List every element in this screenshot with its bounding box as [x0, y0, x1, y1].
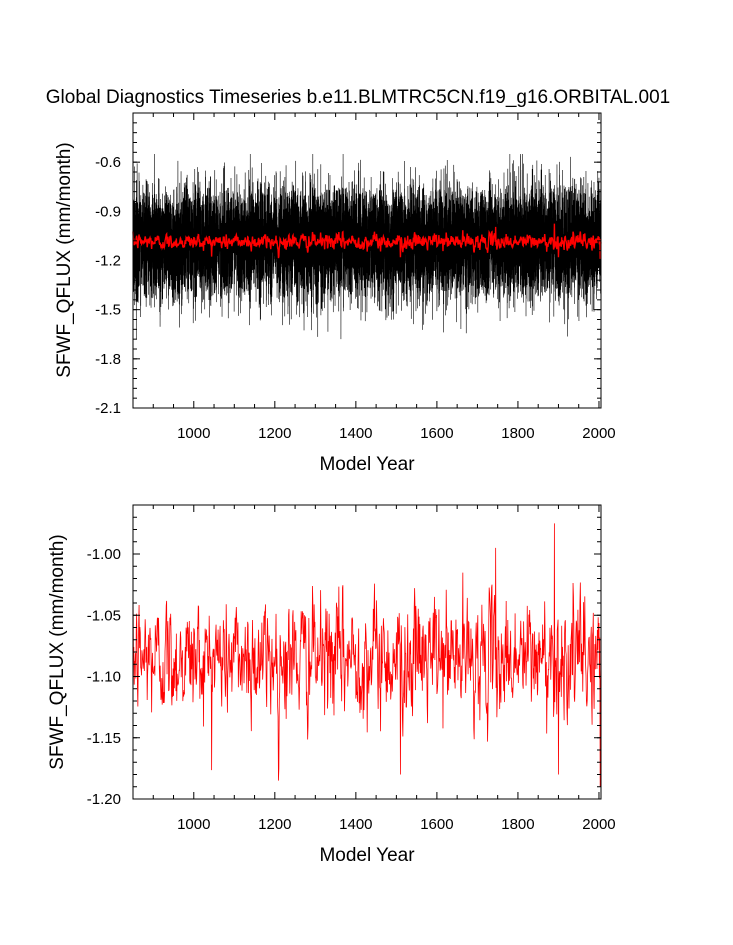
- y-tick-label: -2.1: [95, 400, 121, 417]
- bottom-panel: 1000 1200 1400 1600 1800 2000 -1.20 -1.15 -1.10…: [47, 504, 616, 866]
- x-tick-label: 2000: [582, 425, 615, 442]
- x-tick-label: 1400: [339, 425, 372, 442]
- y-tick-label: -1.05: [87, 607, 121, 624]
- x-tick-label: 1200: [258, 425, 291, 442]
- top-monthly-series: [132, 153, 602, 340]
- top-annual-series: [132, 223, 602, 259]
- y-tick-label: -0.6: [95, 154, 121, 171]
- x-tick-label: 1800: [501, 816, 534, 833]
- top-panel: 1000 1200 1400 1600 1800 2000 -2.1 -1.8 -1.5 -1.…: [54, 112, 616, 475]
- y-tick-label: -1.10: [87, 669, 121, 686]
- bottom-annual-series: [132, 523, 602, 787]
- chart-title: Global Diagnostics Timeseries b.e11.BLMT…: [46, 87, 670, 108]
- bottom-x-ticks: 1000 1200 1400 1600 1800 2000: [152, 505, 616, 833]
- y-tick-label: -1.00: [87, 546, 121, 563]
- top-y-ticks: -2.1 -1.8 -1.5 -1.2 -0.9 -0.6: [95, 112, 601, 417]
- x-tick-label: 1200: [258, 816, 291, 833]
- top-x-ticks: 1000 1200 1400 1600 1800 2000: [152, 113, 616, 442]
- bottom-y-axis-label: SFWF_QFLUX (mm/month): [47, 534, 68, 769]
- x-tick-label: 2000: [582, 816, 615, 833]
- bottom-x-axis-label: Model Year: [319, 845, 415, 866]
- x-tick-label: 1800: [501, 425, 534, 442]
- y-tick-label: -1.8: [95, 351, 121, 368]
- y-tick-label: -1.15: [87, 730, 121, 747]
- x-tick-label: 1600: [420, 425, 453, 442]
- x-tick-label: 1600: [420, 816, 453, 833]
- x-tick-label: 1400: [339, 816, 372, 833]
- bottom-y-ticks: -1.20 -1.15 -1.10 -1.05 -1.00: [87, 504, 601, 808]
- y-tick-label: -1.2: [95, 253, 121, 270]
- x-tick-label: 1000: [177, 816, 210, 833]
- bottom-annual-line: [132, 523, 602, 787]
- top-annual-line: [132, 223, 602, 259]
- y-tick-label: -1.5: [95, 302, 121, 319]
- y-tick-label: -0.9: [95, 203, 121, 220]
- top-x-axis-label: Model Year: [319, 454, 415, 475]
- top-monthly-line: [132, 153, 602, 340]
- top-y-axis-label: SFWF_QFLUX (mm/month): [54, 142, 75, 377]
- y-tick-label: -1.20: [87, 791, 121, 808]
- x-tick-label: 1000: [177, 425, 210, 442]
